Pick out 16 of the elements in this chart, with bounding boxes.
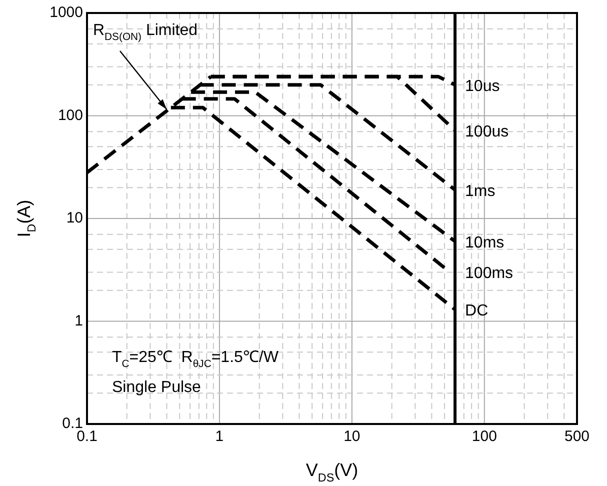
x-tick-label: 10	[344, 428, 360, 446]
x-tick-label: 100	[472, 428, 497, 446]
series-label: 100ms	[465, 265, 514, 282]
series-label: DC	[465, 302, 488, 320]
y-tick-label: 1	[74, 312, 83, 330]
y-tick-label: 100	[58, 106, 83, 124]
x-tick-label: 1	[215, 428, 224, 446]
series-label: 100us	[465, 123, 509, 140]
y-tick-label: 10	[66, 210, 83, 227]
annotation: Single Pulse	[112, 379, 202, 396]
y-axis-title: ID(A)	[14, 200, 38, 238]
series-label: 1ms	[465, 182, 496, 200]
x-tick-label: 500	[564, 428, 590, 446]
series-label: 10us	[465, 78, 500, 95]
y-tick-label: 1000	[50, 4, 83, 22]
series-label: 10ms	[465, 234, 504, 252]
